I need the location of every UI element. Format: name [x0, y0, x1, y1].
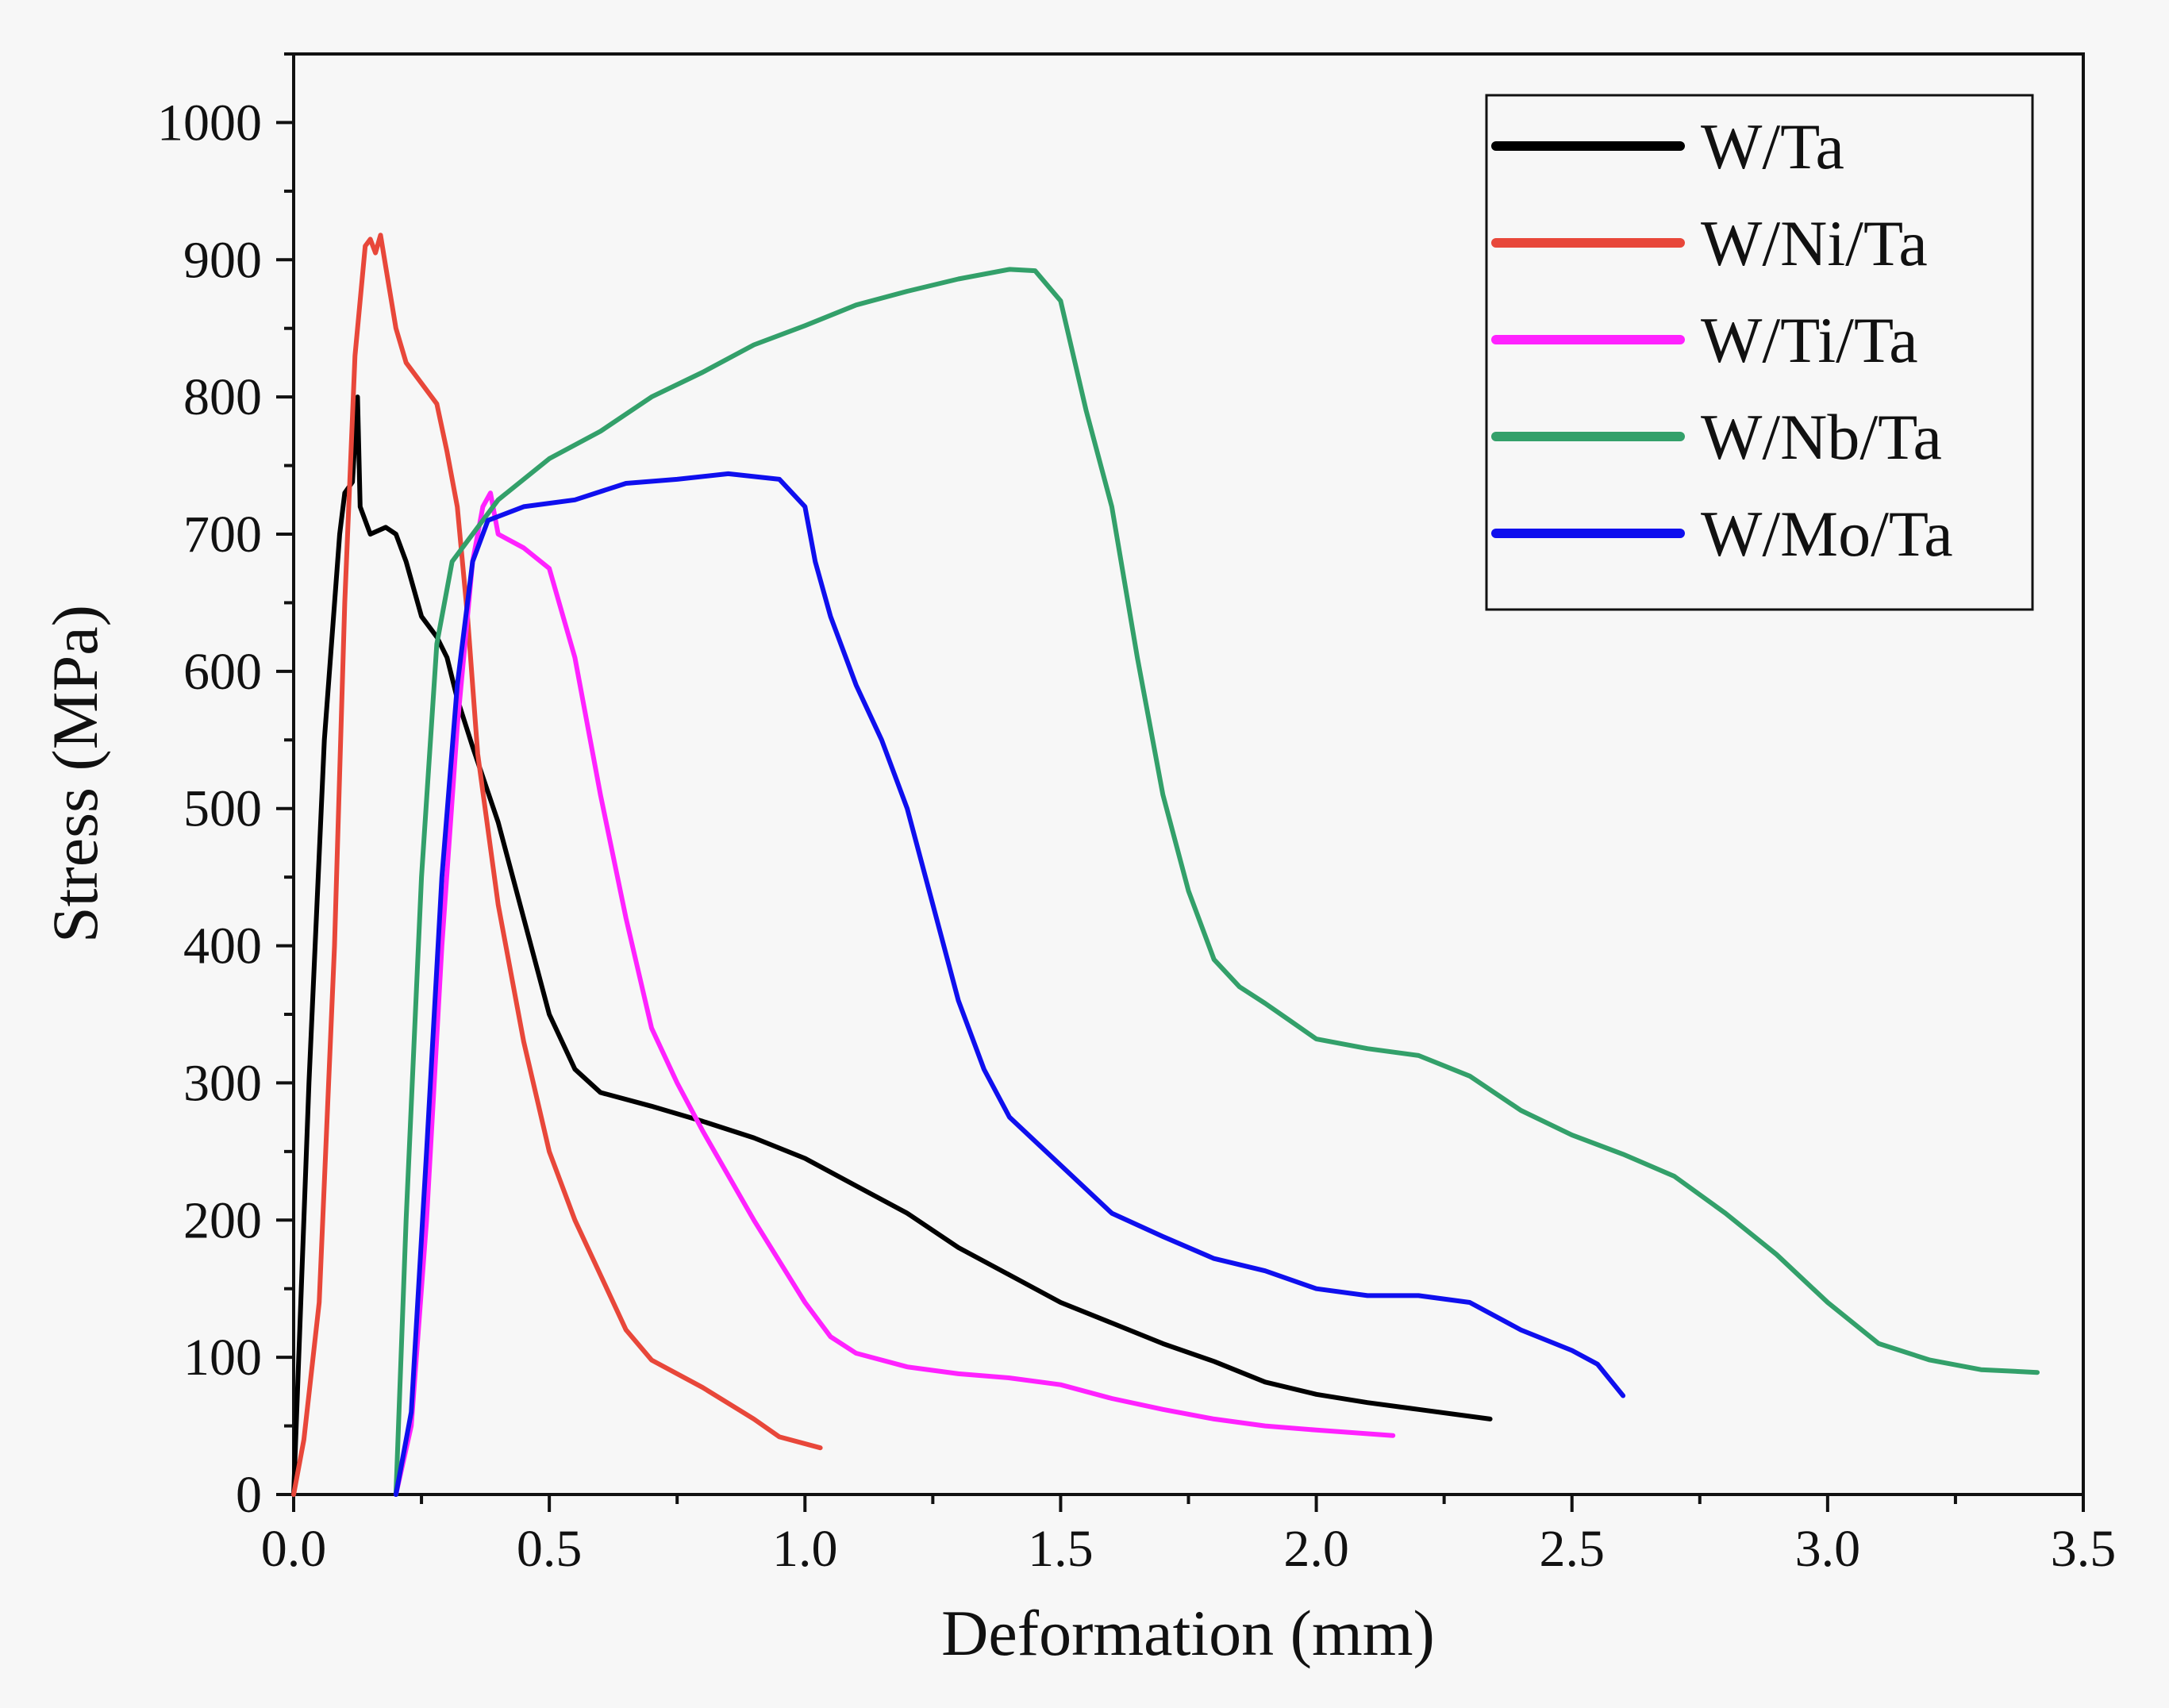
x-tick-label: 3.5: [2051, 1520, 2117, 1578]
y-tick-label: 0: [236, 1466, 262, 1524]
x-tick-label: 3.0: [1795, 1520, 1861, 1578]
series-line-w-ni-ta: [291, 233, 823, 1497]
legend-label: W/Mo/Ta: [1701, 498, 1953, 570]
y-tick-label: 400: [183, 917, 262, 975]
legend-label: W/Ta: [1701, 110, 1844, 183]
legend: W/Ta W/Ni/Ta W/Ti/Ta W/Nb/Ta W/Mo/Ta: [1485, 94, 2034, 611]
legend-label: W/Nb/Ta: [1701, 401, 1942, 473]
series-line-w-mo-ta: [393, 471, 1626, 1497]
y-tick-label: 1000: [157, 94, 262, 152]
legend-entries: W/Ta W/Ni/Ta W/Ti/Ta W/Nb/Ta W/Mo/Ta: [1491, 110, 1953, 570]
x-tick-label: 2.5: [1539, 1520, 1605, 1578]
series-line-w-nb-ta: [393, 267, 2040, 1497]
y-tick-label: 600: [183, 643, 262, 701]
y-axis-title: Stress (MPa): [39, 605, 111, 943]
ticks-layer: 0.0 0.5 1.0 1.5 2.0 2.5 3.0 3.5 0 100 200 300 400 500…: [157, 52, 2117, 1578]
y-tick-label: 700: [183, 506, 262, 564]
x-tick-label: 0.0: [261, 1520, 327, 1578]
legend-label: W/Ni/Ta: [1701, 207, 1928, 279]
legend-label: W/Ti/Ta: [1701, 304, 1918, 376]
y-tick-label: 100: [183, 1329, 262, 1387]
x-axis-title: Deformation (mm): [941, 1597, 1435, 1669]
series-line-w-ta: [291, 394, 1493, 1497]
legend-box: [1485, 94, 2034, 611]
y-tick-label: 300: [183, 1054, 262, 1112]
y-tick-label: 800: [183, 368, 262, 426]
y-tick-label: 200: [183, 1191, 262, 1249]
y-tick-label: 900: [183, 231, 262, 289]
y-tick-label: 500: [183, 780, 262, 838]
x-tick-label: 0.5: [517, 1520, 583, 1578]
x-tick-label: 2.0: [1283, 1520, 1349, 1578]
series-layer: [291, 233, 2040, 1497]
x-tick-label: 1.0: [772, 1520, 838, 1578]
x-tick-label: 1.5: [1028, 1520, 1094, 1578]
